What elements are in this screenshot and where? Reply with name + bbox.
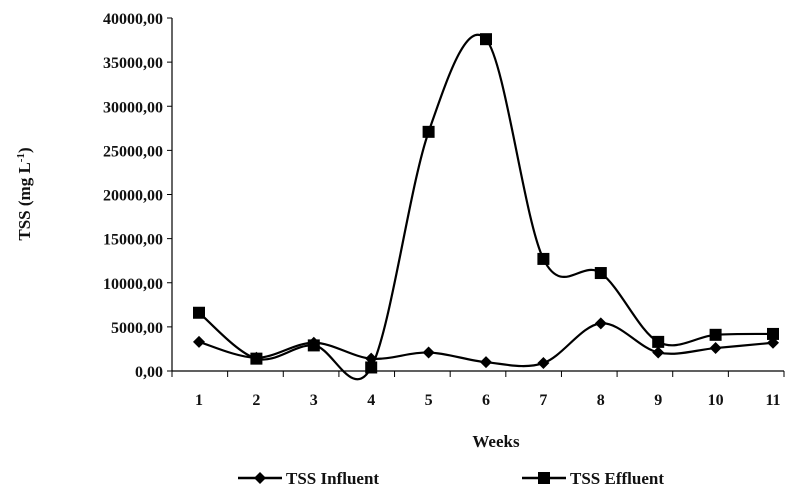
x-tick-label: 7 [539, 392, 547, 409]
data-point-effluent [709, 328, 722, 341]
legend: TSS Influent TSS Effluent [238, 469, 664, 488]
legend-square-marker [538, 472, 550, 484]
data-point-effluent [250, 352, 263, 365]
y-tick-label: 40000,00 [103, 11, 163, 28]
y-tick-label: 30000,00 [103, 99, 163, 116]
legend-item-effluent: TSS Effluent [522, 469, 664, 488]
x-tick-label: 3 [310, 392, 318, 409]
x-tick-label: 9 [654, 392, 662, 409]
data-point-effluent [652, 335, 665, 348]
series-layer [193, 33, 779, 381]
data-point-influent [537, 357, 550, 370]
x-axis: 1 2 3 4 5 6 7 8 9 10 11 [171, 371, 785, 409]
data-point-influent [709, 342, 722, 355]
x-tick-label: 1 [195, 392, 203, 409]
y-tick-label: 25000,00 [103, 143, 163, 160]
y-tick-label: 5000,00 [111, 320, 163, 337]
x-tick-label: 10 [708, 392, 724, 409]
y-tick-label: 35000,00 [103, 55, 163, 72]
y-axis-title-superscript: -1 [15, 153, 27, 162]
data-point-effluent [537, 252, 550, 265]
x-tick-label: 4 [367, 392, 375, 409]
data-point-effluent [594, 267, 607, 280]
y-tick-label: 10000,00 [103, 276, 163, 293]
y-axis-title-main: TSS (mg L [15, 162, 34, 240]
y-axis-title-end: ) [15, 147, 34, 153]
y-tick-label: 15000,00 [103, 232, 163, 249]
x-tick-label: 5 [425, 392, 433, 409]
x-tick-label: 6 [482, 392, 490, 409]
legend-item-influent: TSS Influent [238, 469, 379, 488]
data-point-influent [422, 346, 435, 359]
x-tick-label: 8 [597, 392, 605, 409]
legend-diamond-marker [254, 472, 266, 484]
data-point-effluent [193, 306, 205, 319]
legend-label-influent: TSS Influent [286, 469, 379, 488]
data-point-influent [652, 346, 665, 359]
x-tick-label: 2 [252, 392, 260, 409]
x-axis-title: Weeks [472, 432, 520, 451]
data-point-effluent [307, 339, 320, 352]
y-tick-label: 20000,00 [103, 188, 163, 205]
y-axis: 0,00 5000,00 10000,00 15000,00 20000,00 25000… [103, 11, 172, 381]
data-point-influent [480, 356, 492, 369]
data-point-effluent [480, 33, 492, 46]
data-point-effluent [365, 361, 378, 374]
y-tick-label: 0,00 [135, 364, 163, 381]
plot-area [172, 18, 784, 371]
legend-label-effluent: TSS Effluent [570, 469, 664, 488]
y-axis-title: TSS (mg L-1) [15, 147, 34, 240]
data-point-influent [193, 335, 205, 348]
x-tick-label: 11 [765, 392, 780, 409]
data-point-effluent [767, 327, 779, 340]
data-point-effluent [422, 125, 435, 138]
data-point-influent [594, 317, 607, 330]
